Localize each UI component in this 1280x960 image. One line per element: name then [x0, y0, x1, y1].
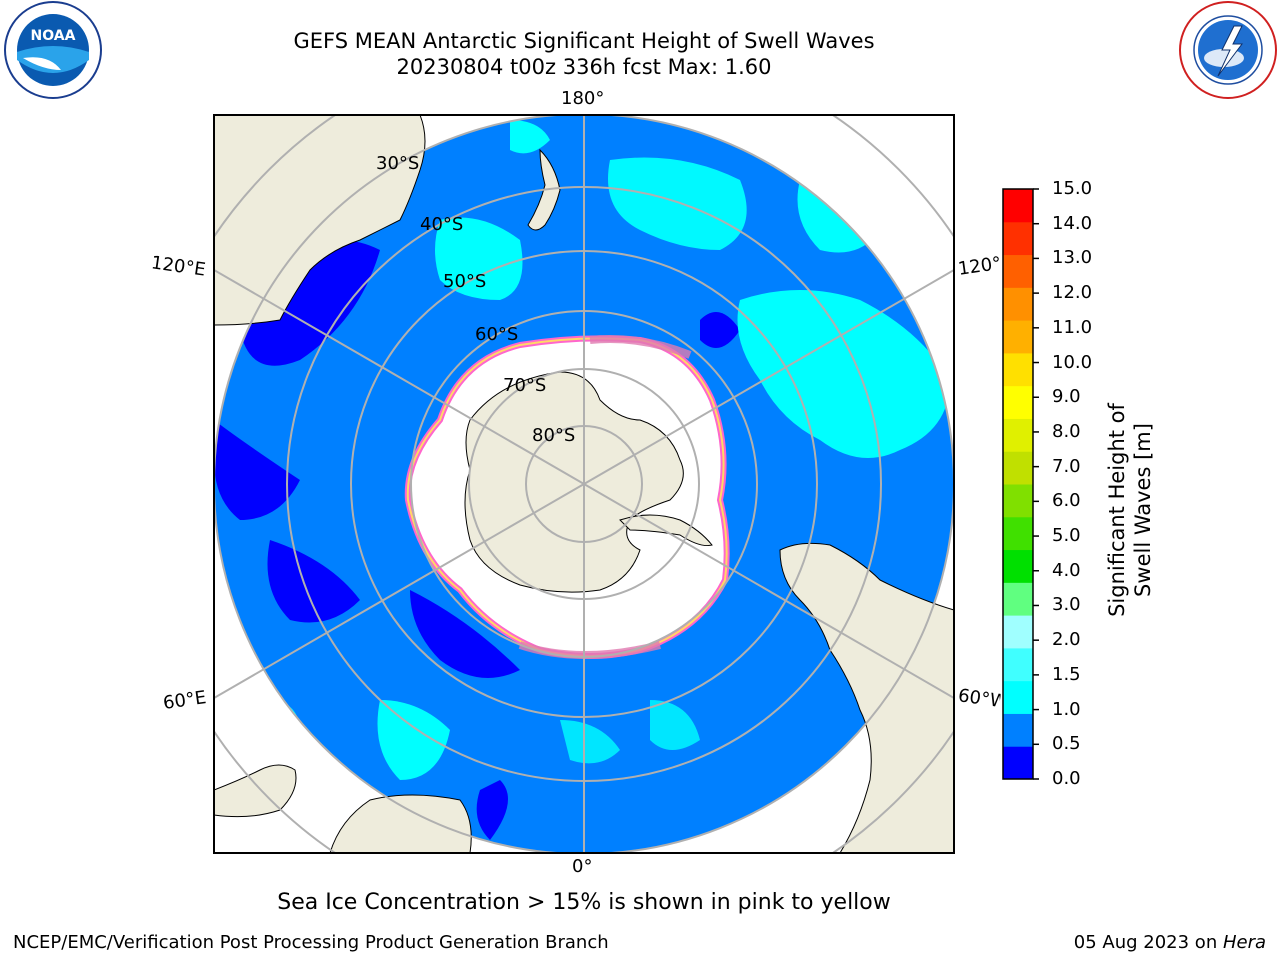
chart-title-line1: GEFS MEAN Antarctic Significant Height o…	[293, 29, 875, 53]
colorbar-label: Significant Height of Swell Waves [m]	[1105, 403, 1155, 617]
colorbar-tick-label: 14.0	[1052, 212, 1093, 234]
colorbar-segment	[1003, 615, 1033, 649]
colorbar-segment	[1003, 582, 1033, 616]
colorbar-segment	[1003, 680, 1033, 714]
colorbar-segment	[1003, 320, 1033, 354]
colorbar-segment	[1003, 221, 1033, 256]
colorbar-segment	[1003, 189, 1033, 223]
colorbar-segment	[1003, 746, 1033, 780]
colorbar-segment	[1003, 647, 1033, 682]
colorbar-tick-label: 9.0	[1052, 386, 1081, 408]
colorbar-tick-label: 10.0	[1052, 351, 1093, 373]
lon-label-0: 0°	[572, 856, 593, 877]
noaa-logo-text: NOAA	[31, 28, 76, 44]
footer-credit: NCEP/EMC/Verification Post Processing Pr…	[13, 932, 609, 953]
colorbar-tick-label: 8.0	[1052, 420, 1081, 442]
lat-label-50s: 50°S	[443, 271, 486, 292]
colorbar-tick-label: 4.0	[1052, 559, 1081, 581]
lat-label-80s: 80°S	[532, 425, 575, 446]
lon-label-180: 180°	[561, 88, 605, 109]
colorbar-tick-label: 7.0	[1052, 455, 1081, 477]
africa-land	[329, 794, 472, 853]
colorbar-tick-label: 1.5	[1052, 663, 1081, 685]
colorbar-tick-label: 6.0	[1052, 490, 1081, 512]
lat-label-30s: 30°S	[376, 153, 419, 174]
colorbar-tick-label: 0.5	[1052, 733, 1081, 755]
colorbar	[1002, 188, 1039, 780]
lat-label-60s: 60°S	[475, 324, 518, 345]
lat-label-70s: 70°S	[503, 375, 546, 396]
map-border	[213, 114, 955, 854]
sea-ice-note: Sea Ice Concentration > 15% is shown in …	[277, 890, 891, 915]
colorbar-tick-label: 15.0	[1052, 178, 1093, 199]
australia-land	[214, 115, 426, 326]
noaa-logo: NOAA	[4, 1, 102, 99]
colorbar-segment	[1003, 549, 1033, 583]
colorbar-segment	[1003, 287, 1033, 321]
colorbar-segment	[1003, 484, 1033, 518]
colorbar-tick-label: 2.0	[1052, 629, 1081, 651]
colorbar-tick-label: 13.0	[1052, 247, 1093, 269]
colorbar-segment	[1003, 713, 1033, 747]
colorbar-segment	[1003, 352, 1033, 387]
colorbar-tick-label: 5.0	[1052, 525, 1081, 547]
colorbar-segment	[1003, 418, 1033, 452]
footer-date-text: 05 Aug 2023 on	[1073, 932, 1223, 953]
footer-host: Hera	[1222, 932, 1266, 953]
colorbar-tick-label: 3.0	[1052, 594, 1081, 616]
colorbar-tick-label: 1.0	[1052, 698, 1081, 720]
footer-date: 05 Aug 2023 on Hera	[1074, 932, 1266, 953]
colorbar-segment	[1003, 254, 1033, 288]
longitude-gridlines	[214, 115, 954, 853]
lat-label-40s: 40°S	[420, 214, 463, 235]
colorbar-segment	[1003, 451, 1033, 485]
chart-title-line2: 20230804 t00z 336h fcst Max: 1.60	[396, 55, 772, 79]
nws-logo	[1179, 1, 1277, 99]
colorbar-tick-label: 0.0	[1052, 768, 1081, 789]
colorbar-tick-label: 12.0	[1052, 282, 1093, 304]
colorbar-border	[1002, 188, 1034, 780]
colorbar-segment	[1003, 385, 1033, 419]
colorbar-segment	[1003, 516, 1033, 551]
colorbar-tick-label: 11.0	[1052, 316, 1093, 338]
